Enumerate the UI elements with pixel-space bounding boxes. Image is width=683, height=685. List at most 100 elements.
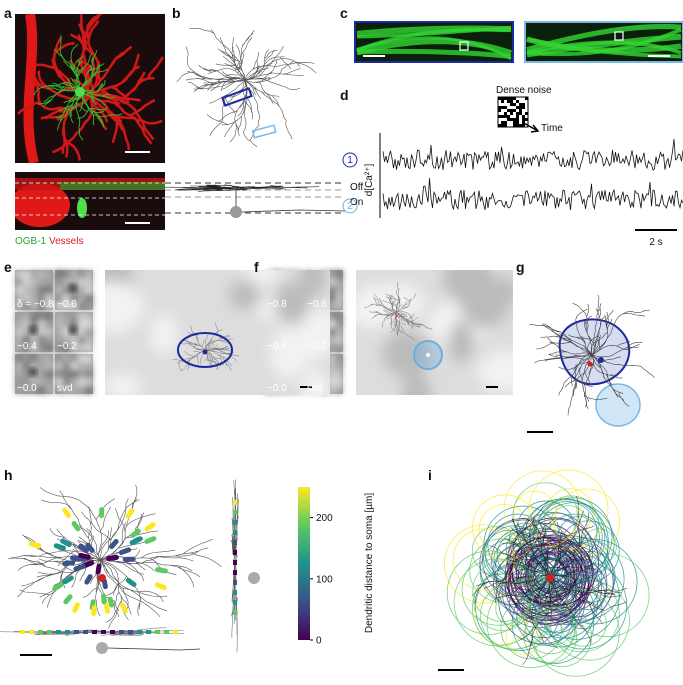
noise [327,320,336,328]
roi [426,353,430,357]
tile [15,270,53,310]
rf-contour [452,528,515,591]
tile-label: −0.6 [57,299,77,310]
axon [107,647,201,651]
dendrite [356,27,512,52]
roi-segment [125,577,137,587]
soma [587,361,593,367]
noise [62,370,71,378]
noise-pixel [498,118,501,121]
noise [22,344,31,352]
noise [45,386,53,394]
noise [37,344,46,352]
noise-pixel [525,124,528,127]
noise [22,278,31,286]
noise-pixel [525,115,528,118]
noise [55,294,63,302]
roi-segment [73,563,86,572]
blob [299,309,330,357]
panel-label: a [4,5,12,21]
rf-contour [461,552,535,626]
noise-pixel [513,121,516,124]
legend-vessels: Vessels [49,236,83,247]
noise [15,378,23,386]
panel-label: e [4,259,12,275]
noise [85,328,93,336]
noise-pixel [501,106,504,109]
noise [70,302,78,310]
noise [22,270,31,278]
noise-pixel [504,103,507,106]
roi-segment [144,536,157,544]
rf-blobs [356,270,513,395]
noise [45,378,53,386]
noise [22,336,31,344]
noise-pixel [507,124,510,127]
noise-pixel [501,103,504,106]
noise-pixel [519,100,522,103]
blob [448,321,475,364]
noise [85,362,93,370]
rf-contour [177,332,233,368]
roi-segment [91,605,97,617]
dendrite-tree [230,479,240,653]
tile-label: δ = −0.8 [17,299,54,310]
roi-segment [106,554,119,562]
noise-pixel [510,112,513,115]
noise-pixel [507,118,510,121]
noise [77,312,86,320]
noise [62,344,71,352]
blob [269,327,306,380]
tile-label: svd [307,383,323,394]
roi-segment [107,596,115,608]
noise-pixel [498,109,501,112]
noise [30,320,38,328]
noise [45,286,53,294]
noise [335,378,343,386]
noise-pixel [504,115,507,118]
y-axis-label: d[Ca²⁺] [364,164,375,197]
panel-label: b [172,5,181,21]
noise [62,302,71,310]
noise [37,370,46,378]
blob [442,270,494,302]
noise-pixel [519,112,522,115]
rf-contour [506,537,589,621]
noise [37,386,46,394]
noise [37,302,46,310]
noise [15,286,23,294]
noise [327,336,336,344]
tile-label: −0.2 [57,341,77,352]
tile-label: −0.0 [17,383,37,394]
noise-pixel [501,115,504,118]
colorbar-label: Dendritic distance to soma [µm] [364,493,375,633]
noise [62,386,71,394]
noise [55,370,63,378]
noise-pixel [519,115,522,118]
tile [15,354,53,394]
noise [22,370,31,378]
noise [55,378,63,386]
blob [105,281,145,333]
noise [335,344,343,352]
tile-label: −0.6 [307,299,327,310]
noise [77,294,86,302]
noise [77,328,86,336]
labels: a b c d e f g h i OGB-1 Vessels Off On D… [4,5,663,647]
calcium-trace [382,178,683,211]
noise-pixel [513,103,516,106]
rf-contour [534,557,567,590]
noise [37,294,46,302]
noise [85,294,93,302]
noise-pixel [507,103,510,106]
noise-pixel [504,121,507,124]
noise [70,362,78,370]
noise-pixel [510,115,513,118]
noise [327,362,336,370]
noise [15,312,23,320]
noise-pixel [501,118,504,121]
roi-segment [95,563,102,575]
noise [62,278,71,286]
noise-pixel [498,97,501,100]
